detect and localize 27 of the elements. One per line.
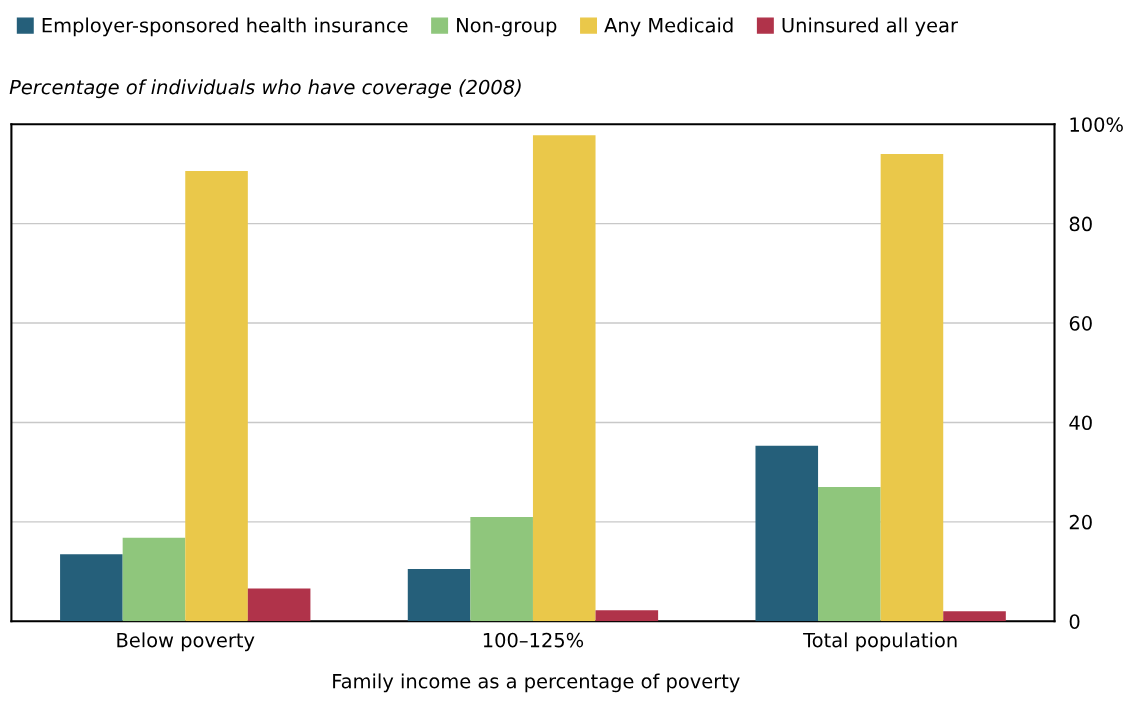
- bar: [122, 537, 186, 622]
- bar: [595, 610, 659, 622]
- bar: [943, 611, 1006, 622]
- bar: [880, 154, 944, 622]
- x-axis-title: Family income as a percentage of poverty: [333, 673, 740, 693]
- legend-label: Employer-sponsored health insurance: [42, 17, 408, 37]
- bar: [407, 569, 471, 622]
- bar: [755, 445, 819, 622]
- y-tick-label: 40: [1069, 415, 1092, 431]
- bar: [470, 516, 533, 622]
- bar: [60, 554, 123, 622]
- legend-label: Non-group: [457, 18, 557, 37]
- x-tick-label: Total population: [803, 632, 957, 652]
- legend-label: Uninsured all year: [782, 17, 958, 37]
- bar: [247, 588, 311, 622]
- y-axis-title: Percentage of individuals who have coverage (2008): [9, 79, 521, 99]
- bar: [818, 487, 881, 622]
- bar: [532, 135, 596, 622]
- x-tick-label: 100–125%: [483, 632, 584, 648]
- y-tick-label: 0: [1069, 614, 1080, 629]
- legend-label: Any Medicaid: [604, 17, 733, 37]
- y-tick-label: 60: [1069, 316, 1092, 331]
- y-tick-label: 80: [1069, 216, 1092, 232]
- y-tick-label: 100%: [1070, 117, 1123, 132]
- bar: [185, 170, 248, 622]
- y-tick-label: 20: [1069, 514, 1092, 530]
- x-tick-label: Below poverty: [117, 632, 255, 652]
